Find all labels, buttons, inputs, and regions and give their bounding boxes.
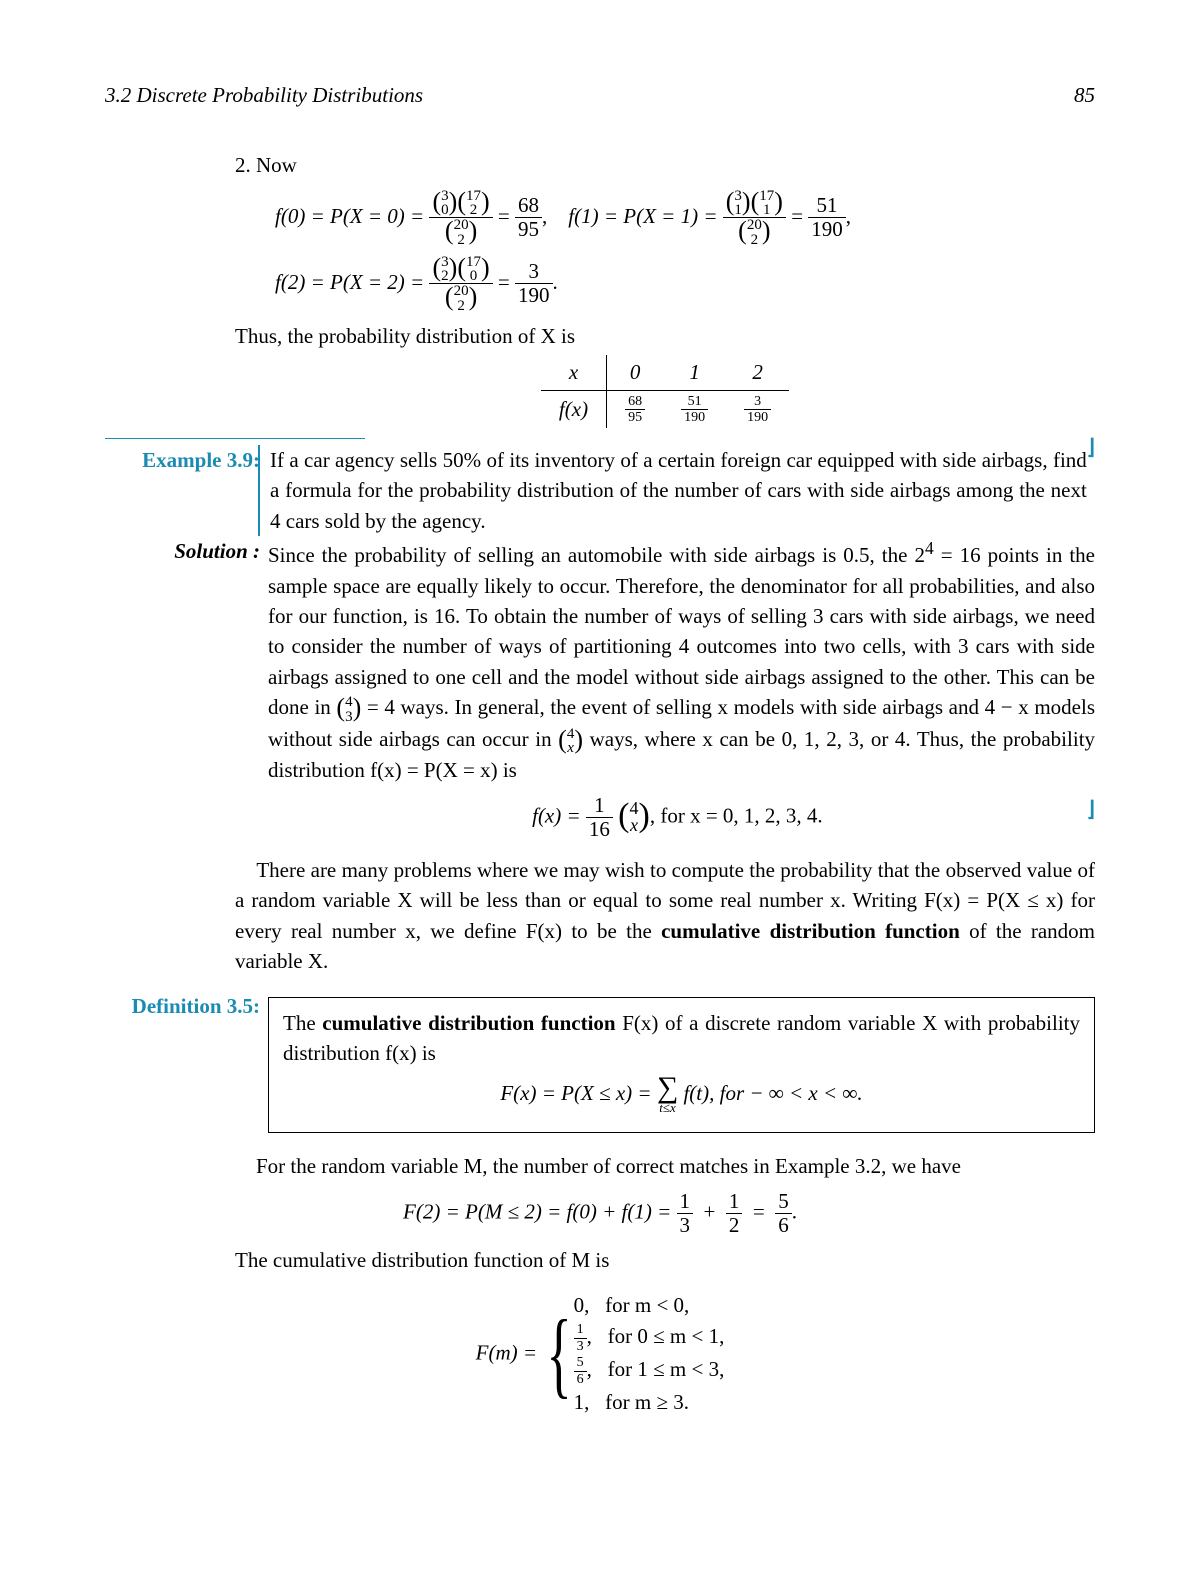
solution-part2: 2. Now f(0) = P(X = 0) = (30)(172) (202)…: [235, 150, 1095, 427]
dist-intro: Thus, the probability distribution of X …: [235, 321, 1095, 351]
example-label: Example 3.9:: [142, 448, 260, 472]
page-header: 3.2 Discrete Probability Distributions 8…: [105, 80, 1095, 110]
example-3-9: Example 3.9: If a car agency sells 50% o…: [105, 445, 1087, 536]
solution-label: Solution :: [174, 539, 260, 563]
example-text: If a car agency sells 50% of its invento…: [258, 445, 1087, 536]
definition-label: Definition 3.5:: [132, 994, 260, 1018]
distribution-table: x 0 1 2 f(x) 6895 51190 3190: [541, 355, 789, 428]
end-mark-icon: ⌋: [1087, 794, 1095, 824]
solution-text: Since the probability of selling an auto…: [268, 536, 1095, 849]
eq-f2: f(2) = P(X = 2) = (32)(170) (202) = 3190…: [275, 255, 1095, 313]
brace-icon: {: [547, 1316, 572, 1393]
page-number: 85: [1074, 80, 1095, 110]
eq-fx: f(x) = 116 (4x), for x = 0, 1, 2, 3, 4. …: [268, 794, 1095, 841]
section-title: 3.2 Discrete Probability Distributions: [105, 80, 423, 110]
solution-block: Solution : Since the probability of sell…: [105, 536, 1095, 849]
eq-cdf: F(x) = P(X ≤ x) = ∑t≤x f(t), for − ∞ < x…: [283, 1076, 1080, 1114]
after-def-para: For the random variable M, the number of…: [235, 1151, 1095, 1181]
accent-rule: [105, 438, 365, 439]
part2-lead: 2. Now: [235, 150, 1095, 180]
cdf-paragraph: There are many problems where we may wis…: [235, 855, 1095, 977]
cdf-M-intro: The cumulative distribution function of …: [235, 1245, 1095, 1275]
eq-f0-f1: f(0) = P(X = 0) = (30)(172) (202) = 6895…: [275, 189, 1095, 247]
definition-box: The cumulative distribution function F(x…: [268, 997, 1095, 1134]
eq-F2: F(2) = P(M ≤ 2) = f(0) + f(1) = 13 + 12 …: [105, 1190, 1095, 1237]
end-mark-icon: ⌋: [1087, 432, 1095, 462]
definition-3-5: Definition 3.5: The cumulative distribut…: [105, 991, 1095, 1134]
eq-Fm-cases: F(m) = { 0, for m < 0, 13, for 0 ≤ m < 1…: [105, 1290, 1095, 1419]
